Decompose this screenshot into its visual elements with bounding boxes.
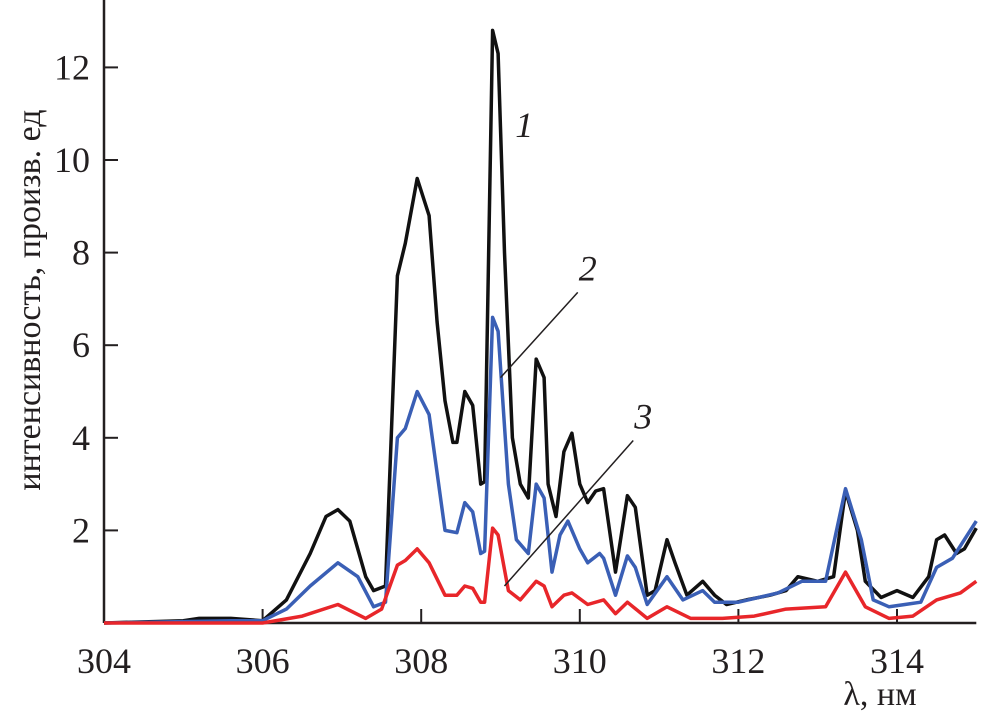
x-tick-label: 310	[553, 641, 607, 681]
x-tick-label: 314	[870, 641, 924, 681]
x-tick-label: 308	[394, 641, 448, 681]
y-tick-label: 2	[72, 510, 90, 550]
y-tick-label: 8	[72, 233, 90, 273]
y-axis-label: интенсивность, произв. ед	[11, 109, 48, 490]
series-2-line	[103, 315, 978, 625]
x-axis-label: λ, нм	[843, 676, 916, 713]
y-tick-label: 10	[54, 140, 90, 180]
y-tick-label: 4	[72, 418, 90, 458]
x-tick-label: 304	[77, 641, 131, 681]
leader-line-2	[499, 291, 579, 379]
annotations: 1 2 3	[499, 105, 652, 587]
x-tick-label: 312	[711, 641, 765, 681]
curve-label-2: 2	[579, 248, 597, 288]
leader-line-3	[503, 440, 634, 587]
curves	[103, 28, 978, 625]
curve-label-1: 1	[515, 105, 533, 145]
y-tick-label: 12	[54, 47, 90, 87]
x-tick-label: 306	[236, 641, 290, 681]
series-1-line	[103, 28, 978, 625]
curve-label-3: 3	[633, 397, 652, 437]
y-tick-label: 6	[72, 325, 90, 365]
series-3-line	[104, 526, 978, 625]
